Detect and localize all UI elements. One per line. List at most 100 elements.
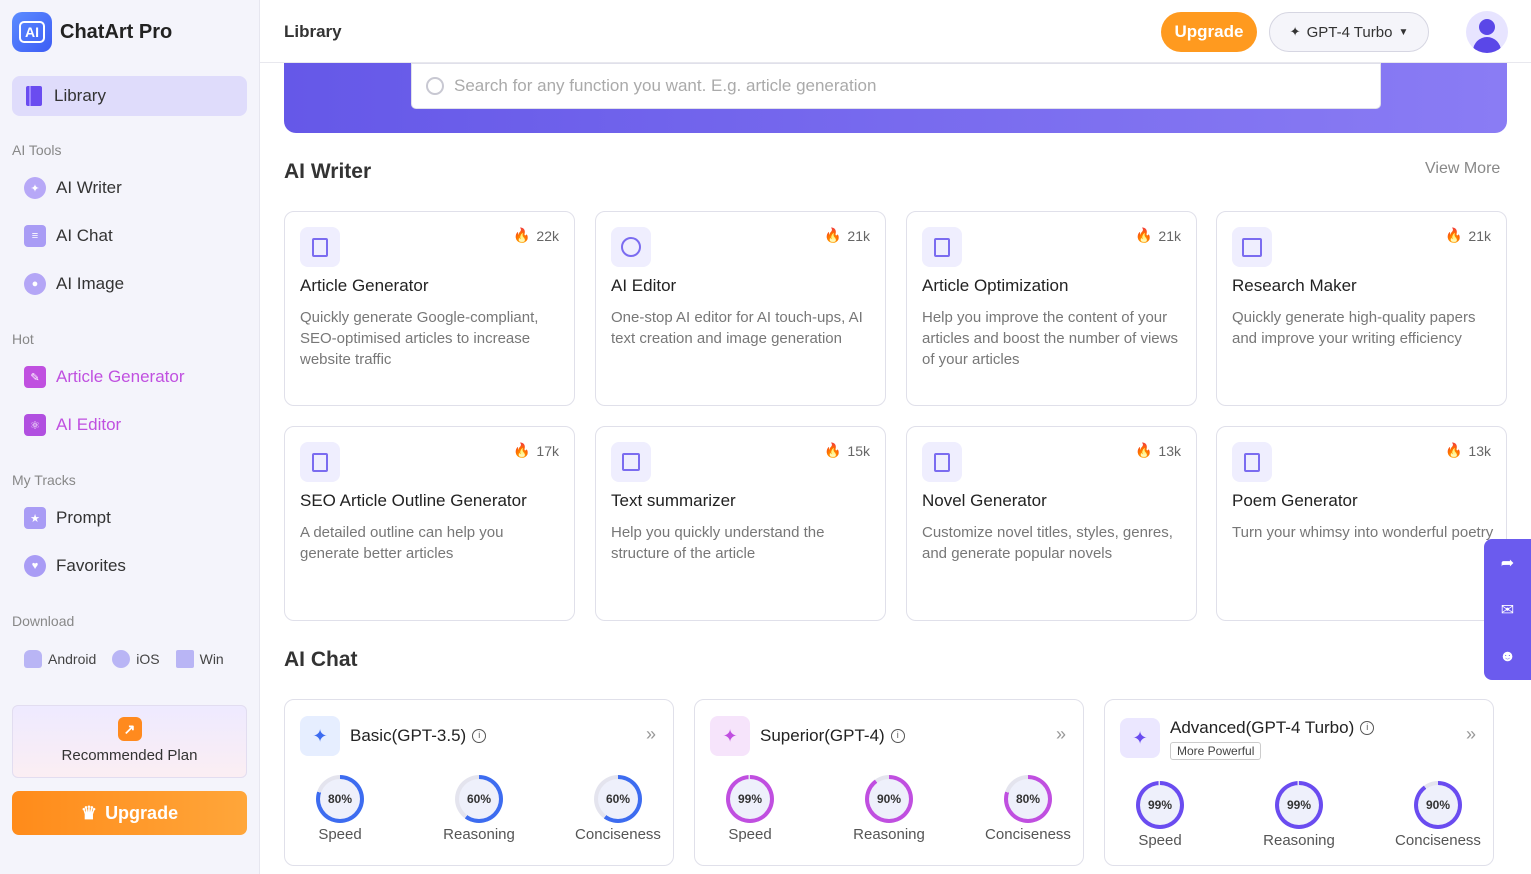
sidebar-item-favorites[interactable]: ♥ Favorites [24, 555, 126, 577]
edit-icon [300, 227, 340, 267]
page-title: Library [284, 22, 342, 41]
atom-icon [611, 227, 651, 267]
app-logo[interactable]: AI ChatArt Pro [12, 12, 172, 52]
card-title: Research Maker [1232, 276, 1357, 295]
chat-model-basic[interactable]: ✦ Basic(GPT-3.5) i » 80% Speed 60% Reason… [284, 699, 674, 866]
download-links: Android iOS Win [24, 650, 224, 668]
sidebar-item-library[interactable]: Library [12, 76, 247, 116]
metric-reasoning: 99% Reasoning [1244, 781, 1354, 849]
fire-icon: 🔥 [823, 227, 842, 243]
search-input[interactable] [454, 76, 1354, 96]
usage-count: 🔥 21k [823, 227, 870, 244]
card-research-maker[interactable]: 🔥 21k Research Maker Quickly generate hig… [1216, 211, 1507, 406]
share-icon[interactable]: ➦ [1500, 554, 1515, 572]
bulb-icon: ✦ [24, 177, 46, 199]
card-description: Customize novel titles, styles, genres, … [922, 524, 1173, 562]
metric-conciseness: 60% Conciseness [563, 775, 673, 843]
progress-ring: 90% [1414, 781, 1462, 829]
sidebar-item-ai-image[interactable]: ● AI Image [24, 273, 124, 295]
chat-model-advanced[interactable]: ✦ Advanced(GPT-4 Turbo) i More Powerful »… [1104, 699, 1494, 866]
progress-ring: 90% [865, 775, 913, 823]
chat-model-superior[interactable]: ✦ Superior(GPT-4) i » 99% Speed 90% Reaso… [694, 699, 1084, 866]
recommended-plan-card[interactable]: ↗ Recommended Plan [12, 705, 247, 778]
download-ios[interactable]: iOS [136, 651, 160, 667]
arrow-up-right-icon: ↗ [117, 717, 142, 741]
download-android[interactable]: Android [48, 651, 97, 667]
card-description: Help you improve the content of your art… [922, 309, 1178, 368]
sidebar-item-article-generator[interactable]: ✎ Article Generator [24, 366, 185, 388]
info-icon[interactable]: i [1360, 721, 1375, 735]
card-title: Poem Generator [1232, 491, 1358, 510]
sidebar: AI ChatArt Pro Library AI Tools ✦ AI Wri… [0, 0, 260, 874]
card-ai-editor[interactable]: 🔥 21k AI Editor One-stop AI editor for AI… [595, 211, 886, 406]
fire-icon: 🔥 [1444, 227, 1463, 243]
double-chevron-right-icon[interactable]: » [1055, 724, 1066, 744]
sidebar-item-ai-editor[interactable]: ⚛ AI Editor [24, 414, 121, 436]
progress-ring: 80% [1004, 775, 1052, 823]
logo-icon: AI [12, 12, 52, 52]
android-icon [24, 650, 42, 668]
caret-down-icon: ▼ [1398, 26, 1409, 38]
usage-count: 🔥 13k [1134, 442, 1181, 459]
discord-icon[interactable]: ☻ [1499, 648, 1516, 666]
user-avatar[interactable] [1466, 11, 1508, 53]
card-description: One-stop AI editor for AI touch-ups, AI … [611, 309, 863, 347]
card-novel-generator[interactable]: 🔥 13k Novel Generator Customize novel tit… [906, 426, 1197, 621]
metric-reasoning: 60% Reasoning [424, 775, 534, 843]
metric-speed: 99% Speed [695, 775, 805, 843]
progress-ring: 99% [726, 775, 774, 823]
mail-icon[interactable]: ✉ [1500, 602, 1515, 620]
card-title: Article Optimization [922, 276, 1069, 295]
header-upgrade-button[interactable]: Upgrade [1161, 12, 1257, 52]
card-description: Turn your whimsy into wonderful poetry [1232, 524, 1494, 541]
card-title: SEO Article Outline Generator [300, 491, 527, 510]
card-title: AI Editor [611, 276, 677, 295]
metric-speed: 99% Speed [1105, 781, 1215, 849]
open-book-icon [1232, 227, 1272, 267]
sidebar-upgrade-button[interactable]: ♛ Upgrade [12, 791, 247, 835]
palette-icon: ● [24, 273, 46, 295]
double-chevron-right-icon[interactable]: » [1465, 724, 1476, 744]
metric-speed: 80% Speed [285, 775, 395, 843]
double-chevron-right-icon[interactable]: » [645, 724, 656, 744]
chat-icon: ≡ [24, 225, 46, 247]
section-label-hot: Hot [12, 331, 34, 347]
lightning-icon: ✦ [1120, 718, 1160, 758]
usage-count: 🔥 15k [823, 442, 870, 459]
download-win[interactable]: Win [199, 651, 224, 667]
star-icon: ★ [24, 507, 46, 529]
section-title-ai-writer: AI Writer [284, 160, 372, 183]
info-icon[interactable]: i [890, 729, 905, 743]
info-icon[interactable]: i [472, 729, 487, 743]
sidebar-item-prompt[interactable]: ★ Prompt [24, 507, 111, 529]
sparkle-icon: ✦ [1289, 24, 1301, 39]
model-selector[interactable]: ✦ GPT-4 Turbo ▼ [1269, 12, 1429, 52]
floating-actions: ➦ ✉ ☻ [1484, 539, 1531, 680]
view-more-link[interactable]: View More [1425, 160, 1501, 177]
app-name: ChatArt Pro [60, 20, 173, 43]
edit-icon: ✎ [24, 366, 46, 388]
card-poem-generator[interactable]: 🔥 13k Poem Generator Turn your whimsy int… [1216, 426, 1507, 621]
usage-count: 🔥 22k [512, 227, 559, 244]
card-text-summarizer[interactable]: 🔥 15k Text summarizer Help you quickly un… [595, 426, 886, 621]
card-description: Quickly generate high-quality papers and… [1232, 309, 1476, 347]
card-title: Text summarizer [611, 491, 736, 510]
section-label-download: Download [12, 613, 75, 629]
sidebar-item-ai-chat[interactable]: ≡ AI Chat [24, 225, 113, 247]
search-icon [426, 77, 444, 95]
edit-icon [1232, 442, 1272, 482]
model-name: Superior(GPT-4) i [760, 726, 905, 746]
card-article-generator[interactable]: 🔥 22k Article Generator Quickly generate … [284, 211, 575, 406]
card-article-optimization[interactable]: 🔥 21k Article Optimization Help you impro… [906, 211, 1197, 406]
card-description: A detailed outline can help you generate… [300, 524, 504, 562]
fire-icon: 🔥 [512, 227, 531, 243]
apple-icon [112, 650, 131, 668]
progress-ring: 80% [316, 775, 364, 823]
fire-icon: 🔥 [512, 442, 531, 458]
card-seo-article-outline-generator[interactable]: 🔥 17k SEO Article Outline Generator A det… [284, 426, 575, 621]
top-header: Library Upgrade ✦ GPT-4 Turbo ▼ [260, 0, 1531, 63]
fire-icon: 🔥 [823, 442, 842, 458]
sidebar-item-ai-writer[interactable]: ✦ AI Writer [24, 177, 122, 199]
windows-icon [175, 650, 194, 668]
progress-ring: 60% [594, 775, 642, 823]
